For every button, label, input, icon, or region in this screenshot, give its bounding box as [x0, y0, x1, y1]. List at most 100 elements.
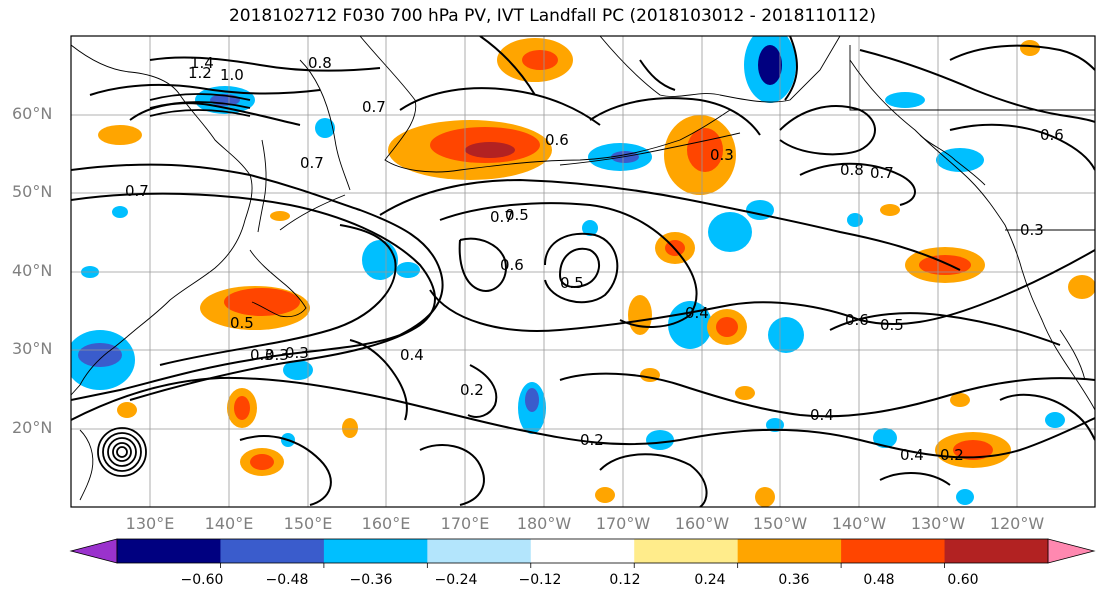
- lon-label: 180°W: [516, 514, 572, 533]
- colorbar-extend-right: [1047, 538, 1096, 564]
- shade-blob: [758, 45, 782, 85]
- pv-contour: [999, 393, 1095, 441]
- contour-label: 0.6: [545, 131, 569, 149]
- shade-blob: [766, 418, 784, 432]
- pv-contour: [71, 163, 444, 401]
- shade-blob: [283, 360, 313, 380]
- lat-label: 30°N: [12, 339, 53, 358]
- typhoon-ring: [97, 427, 147, 477]
- contour-label: 0.4: [810, 406, 834, 424]
- colorbar-cell: [841, 539, 946, 563]
- pv-contour: [419, 444, 485, 506]
- lon-label: 170°E: [440, 514, 490, 533]
- colorbar-tick-label: 0.24: [694, 572, 726, 588]
- coastline-na-west: [849, 59, 1095, 411]
- shade-blob: [1068, 275, 1095, 299]
- coastline-kamchatka: [299, 59, 351, 191]
- contour-label: 0.3: [285, 344, 309, 362]
- shade-blob: [640, 368, 660, 382]
- figure-title: 2018102712 F030 700 hPa PV, IVT Landfall…: [228, 6, 876, 26]
- pv-contour: [429, 249, 1095, 332]
- shade-blob: [522, 50, 558, 70]
- colorbar-tick-label: −0.48: [265, 572, 309, 588]
- pv-contour: [559, 372, 1095, 418]
- lon-label: 150°E: [283, 514, 333, 533]
- contour-label: 0.6: [500, 256, 524, 274]
- dense-contours: [149, 93, 251, 117]
- colorbar-tick-label: −0.24: [434, 572, 478, 588]
- pv-contour: [639, 59, 676, 91]
- pv-contour: [458, 237, 507, 292]
- shade-blob: [396, 262, 420, 278]
- coastline-asia: [71, 44, 253, 396]
- lat-label: 40°N: [12, 261, 53, 280]
- contour-label: 1.4: [190, 54, 214, 72]
- pv-contour: [544, 232, 619, 304]
- coastline-baja: [1059, 329, 1086, 381]
- pv-contour: [859, 49, 1095, 123]
- lat-label: 50°N: [12, 182, 53, 201]
- coastline-philippines: [79, 429, 94, 501]
- contour-label: 0.4: [400, 346, 424, 364]
- typhoon-ring: [102, 432, 142, 472]
- shade-blob: [525, 388, 539, 412]
- contour-label: 0.7: [125, 182, 149, 200]
- pv-contour: [479, 36, 536, 96]
- colorbar-tick-label: 0.60: [947, 572, 979, 588]
- pv-contour: [467, 364, 498, 418]
- colorbar-tick-label: 0.48: [863, 572, 895, 588]
- shade-blob: [755, 487, 775, 507]
- pv-contour: [599, 453, 708, 507]
- colorbar-tick-label: 0.36: [778, 572, 810, 588]
- colorbar-tick-label: −0.12: [518, 572, 562, 588]
- pv-contour: [399, 87, 601, 126]
- shade-blob: [117, 402, 137, 418]
- shade-blob: [708, 212, 752, 252]
- contour-label: 0.3: [1020, 221, 1044, 239]
- lon-label: 140°E: [204, 514, 254, 533]
- shade-blob: [847, 213, 863, 227]
- shade-blob: [270, 211, 290, 221]
- coastline-alaska: [599, 36, 841, 103]
- pv-contour: [349, 339, 408, 421]
- contour-label: 0.7: [490, 208, 514, 226]
- coastline-japan: [249, 249, 307, 318]
- colorbar-tick-label: −0.60: [180, 572, 224, 588]
- lon-label: 140°W: [831, 514, 887, 533]
- pv-contour: [439, 202, 698, 328]
- pv-contour: [589, 97, 761, 136]
- shade-blob: [936, 148, 984, 172]
- colorbar-border: [116, 538, 1049, 564]
- contour-label-group: 1.41.2 1.00.80.70.70.70.70.60.60.50.50.50…: [125, 54, 1064, 464]
- lon-label: 160°E: [361, 514, 411, 533]
- lon-label: 150°W: [752, 514, 808, 533]
- pv-contour: [149, 109, 251, 117]
- lon-label: 120°W: [989, 514, 1045, 533]
- colorbar: [69, 538, 1096, 568]
- shade-blob: [768, 317, 804, 353]
- shade-blob: [362, 240, 398, 280]
- typhoon-ring: [112, 442, 132, 462]
- pv-contour: [129, 102, 301, 126]
- colorbar-extend-left: [69, 538, 118, 564]
- shade-blob: [595, 487, 615, 503]
- pv-contour: [829, 312, 1061, 346]
- shade-blob: [668, 301, 712, 349]
- pv-contours: [71, 36, 1095, 507]
- pv-contour: [239, 435, 332, 506]
- colorbar-cell: [220, 539, 325, 563]
- lat-label: 20°N: [12, 418, 53, 437]
- contour-label: 0.4: [685, 304, 709, 322]
- contour-label: 0.8: [840, 161, 864, 179]
- lat-label: 60°N: [12, 104, 53, 123]
- lon-label: 130°W: [910, 514, 966, 533]
- shade-blob: [885, 92, 925, 108]
- shade-blob: [716, 317, 738, 337]
- contour-label: 0.2: [580, 431, 604, 449]
- shade-blob: [98, 125, 142, 145]
- typhoon-ring: [107, 437, 137, 467]
- shade-blob: [956, 489, 974, 505]
- map-frame-border: [70, 35, 1096, 508]
- shade-blob: [880, 204, 900, 216]
- colorbar-tick-label: −0.36: [349, 572, 393, 588]
